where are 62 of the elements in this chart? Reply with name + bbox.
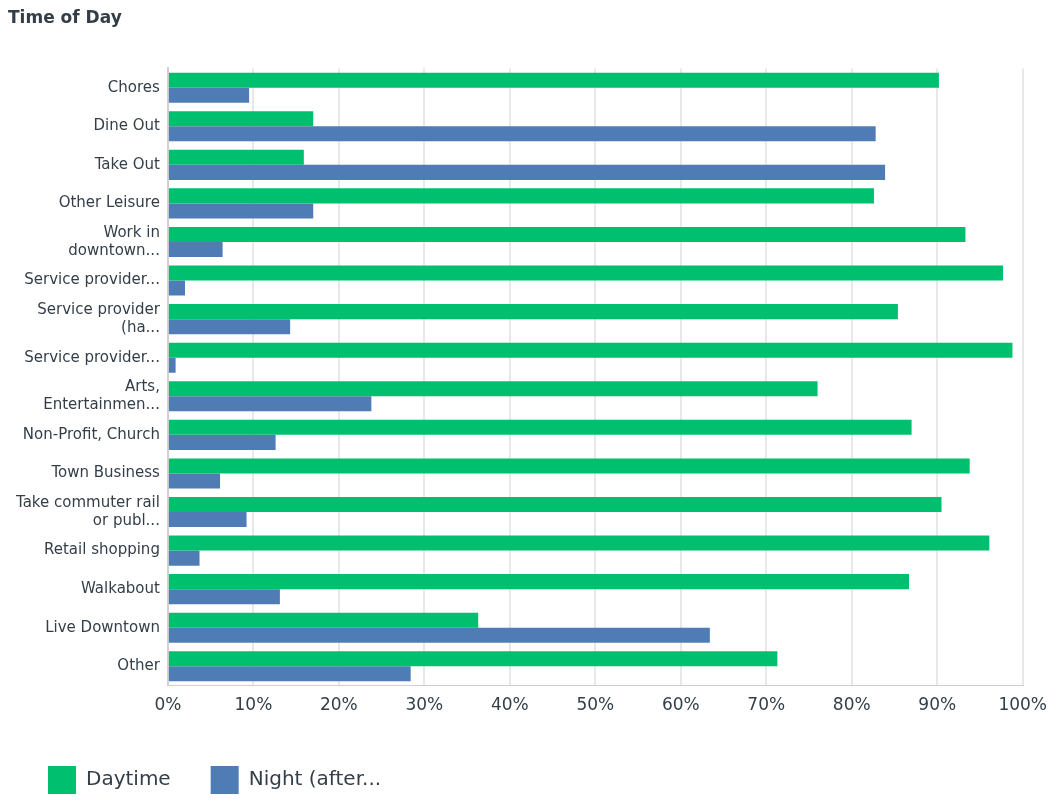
y-tick-label: Town Business: [50, 463, 161, 482]
bar: [168, 241, 223, 258]
x-tick-label: 10%: [234, 694, 273, 715]
bar: [168, 550, 200, 566]
x-tick-label: 90%: [918, 694, 957, 715]
bar: [168, 535, 990, 551]
y-tick-label: Service provider (ha...: [37, 300, 161, 337]
y-tick-label: Work in downtown...: [68, 222, 160, 259]
chart-title: Time of Day: [8, 6, 122, 27]
y-tick-label: Dine Out: [93, 116, 161, 135]
bar: [168, 87, 250, 103]
y-tick-label: Non-Profit, Church: [22, 424, 160, 443]
legend-label: Daytime: [86, 766, 171, 791]
bar: [168, 612, 479, 628]
legend-label: Night (after...: [248, 766, 382, 791]
y-tick-label: Service provider...: [24, 347, 160, 366]
x-tick-label: 30%: [405, 694, 444, 715]
bar: [168, 512, 247, 528]
bar: [168, 265, 1004, 281]
bar: [168, 304, 898, 320]
bar: [168, 126, 876, 142]
bar: [168, 396, 372, 412]
y-tick-label: Take commuter rail or publ...: [14, 492, 160, 529]
y-tick-label: Retail shopping: [44, 540, 160, 559]
y-tick-label: Chores: [107, 77, 161, 96]
bar: [168, 149, 304, 165]
bar: [168, 203, 314, 219]
x-tick-label: 20%: [319, 694, 358, 715]
bar: [168, 496, 942, 513]
bar: [168, 627, 710, 643]
bar: [168, 319, 291, 335]
y-tick-label: Arts, Entertainmen...: [43, 377, 160, 414]
bar: [168, 188, 874, 204]
bar: [168, 419, 912, 435]
bar: [168, 111, 314, 127]
y-tick-label: Walkabout: [80, 579, 161, 598]
bar: [168, 589, 280, 605]
y-tick-label: Other Leisure: [58, 193, 160, 212]
x-tick-label: 40%: [490, 694, 529, 715]
bar: [168, 473, 221, 489]
bar: [168, 666, 411, 682]
bar: [168, 226, 966, 242]
y-tick-label: Other: [117, 656, 161, 675]
bar: [168, 342, 1013, 358]
bar: [168, 651, 778, 667]
bar: [168, 164, 886, 180]
x-tick-label: 70%: [747, 694, 786, 715]
bar: [168, 434, 276, 450]
bar: [168, 574, 910, 590]
x-tick-label: 80%: [832, 694, 871, 715]
x-tick-label: 50%: [576, 694, 615, 715]
x-tick-label: 0%: [154, 694, 182, 715]
x-tick-label: 100%: [998, 694, 1047, 715]
bar: [168, 357, 176, 373]
x-tick-label: 60%: [661, 694, 700, 715]
bar: [168, 458, 970, 474]
y-tick-label: Take Out: [93, 154, 161, 173]
bar: [168, 381, 818, 397]
y-tick-label: Service provider...: [24, 270, 160, 289]
bar: [168, 72, 939, 88]
bar: [168, 280, 186, 296]
y-tick-label: Live Downtown: [45, 617, 160, 636]
